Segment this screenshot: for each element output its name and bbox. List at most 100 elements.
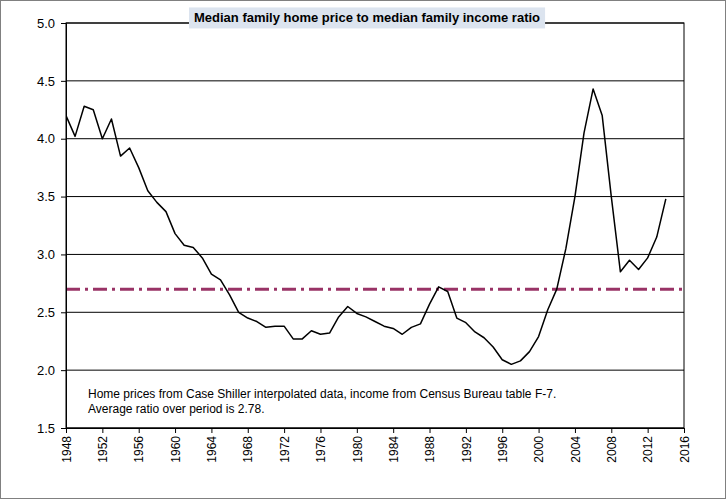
grid-line [66, 138, 684, 139]
y-tick: 4.5 [37, 74, 66, 89]
x-tick: 1980 [351, 428, 365, 463]
x-tick: 1976 [314, 428, 328, 463]
x-tick-label: 1996 [496, 436, 510, 463]
x-tick-label: 1984 [387, 436, 401, 463]
x-tick: 2008 [605, 428, 619, 463]
x-tick-mark [102, 428, 103, 433]
x-tick: 1988 [423, 428, 437, 463]
x-tick-mark [539, 428, 540, 433]
y-tick-label: 3.5 [37, 189, 55, 204]
x-tick-mark [211, 428, 212, 433]
x-tick-mark [648, 428, 649, 433]
chart: 1.5 2.0 2.5 3.0 3.5 4.0 4.5 5.0 1948 1952 1956 1960… [0, 0, 726, 499]
x-tick-mark [66, 428, 67, 433]
x-tick: 2000 [532, 428, 546, 463]
y-tick: 5.0 [37, 16, 66, 31]
title-box [189, 7, 545, 28]
x-tick-label: 1980 [351, 436, 365, 463]
x-tick-mark [357, 428, 358, 433]
plot-frame [66, 23, 684, 428]
x-tick: 1984 [387, 428, 401, 463]
x-tick-label: 1968 [241, 436, 255, 463]
x-tick-label: 2008 [605, 436, 619, 463]
x-tick-label: 1988 [423, 436, 437, 463]
y-tick-label: 4.5 [37, 74, 55, 89]
y-tick-label: 1.5 [37, 421, 55, 436]
x-tick: 1952 [96, 428, 110, 463]
x-tick-label: 1964 [205, 436, 219, 463]
x-tick-mark [575, 428, 576, 433]
x-tick-mark [248, 428, 249, 433]
plot-area [66, 89, 684, 364]
grid-line [66, 254, 684, 255]
x-axis-line [67, 429, 685, 434]
x-tick-mark [175, 428, 176, 433]
x-tick: 2016 [678, 428, 692, 463]
grid-line [66, 196, 684, 197]
x-tick-label: 2000 [532, 436, 546, 463]
y-tick: 3.5 [37, 189, 66, 204]
x-tick: 2004 [569, 428, 583, 463]
x-tick: 2012 [641, 428, 655, 463]
x-tick-label: 1948 [60, 436, 74, 463]
y-axis-line [61, 24, 67, 429]
x-tick-label: 2004 [569, 436, 583, 463]
x-tick-mark [284, 428, 285, 433]
x-tick: 1960 [169, 428, 183, 463]
x-tick-mark [320, 428, 321, 433]
y-axis: 1.5 2.0 2.5 3.0 3.5 4.0 4.5 5.0 [37, 16, 67, 436]
grid-line [66, 370, 684, 371]
y-tick-mark [61, 312, 66, 313]
x-tick-mark [393, 428, 394, 433]
annotation: Average ratio over period is 2.78. [88, 402, 265, 416]
x-axis: 1948 1952 1956 1960 1964 1968 1972 1976 1980 1984… [60, 428, 692, 463]
y-tick: 3.0 [37, 247, 66, 262]
background [1, 1, 726, 499]
x-tick-mark [502, 428, 503, 433]
x-tick: 1964 [205, 428, 219, 463]
x-tick-mark [139, 428, 140, 433]
x-tick-mark [684, 428, 685, 433]
y-tick-mark [61, 197, 66, 198]
x-tick-label: 1960 [169, 436, 183, 463]
y-tick-label: 4.0 [37, 131, 55, 146]
reference-line [66, 288, 684, 291]
y-tick-label: 2.0 [37, 363, 55, 378]
y-tick-label: 3.0 [37, 247, 55, 262]
y-tick-mark [61, 428, 66, 429]
y-tick: 2.0 [37, 363, 66, 378]
y-tick: 1.5 [37, 421, 66, 436]
annotations: Home prices from Case Shiller interpolat… [88, 387, 556, 416]
y-tick-label: 2.5 [37, 305, 55, 320]
y-tick-label: 5.0 [37, 16, 55, 31]
data-line [66, 89, 666, 364]
title-group: Median family home price to median famil… [189, 7, 545, 28]
annotation: Home prices from Case Shiller interpolat… [88, 387, 556, 401]
x-tick-label: 1956 [132, 436, 146, 463]
x-tick: 1956 [132, 428, 146, 463]
y-tick-mark [61, 23, 66, 24]
x-tick-label: 1972 [278, 436, 292, 463]
title: Median family home price to median famil… [194, 10, 540, 25]
x-tick-label: 1992 [460, 436, 474, 463]
y-tick-mark [61, 370, 66, 371]
x-tick: 1972 [278, 428, 292, 463]
x-tick-label: 2012 [641, 436, 655, 463]
y-tick-mark [61, 139, 66, 140]
x-tick-label: 1952 [96, 436, 110, 463]
y-tick: 2.5 [37, 305, 66, 320]
grid-line [66, 312, 684, 313]
x-tick-mark [430, 428, 431, 433]
x-tick: 1992 [460, 428, 474, 463]
x-tick-label: 2016 [678, 436, 692, 463]
x-tick: 1996 [496, 428, 510, 463]
y-tick: 4.0 [37, 131, 66, 146]
x-tick: 1968 [241, 428, 255, 463]
grid [66, 23, 684, 428]
x-tick-mark [466, 428, 467, 433]
y-tick-mark [61, 81, 66, 82]
grid-line [66, 80, 684, 81]
y-tick-mark [61, 254, 66, 255]
x-tick-mark [611, 428, 612, 433]
x-tick: 1948 [60, 428, 74, 463]
